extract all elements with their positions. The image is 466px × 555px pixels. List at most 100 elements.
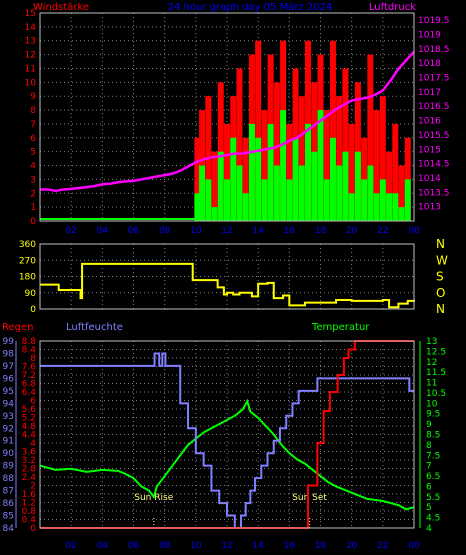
panel1-x-tick: 20: [346, 226, 358, 236]
panel1-frame: [39, 12, 415, 222]
wind-bar: [311, 82, 318, 221]
humidity-tick-label: 97: [3, 362, 14, 372]
wind-direction-line: [40, 262, 415, 309]
humidity-tick-label: 92: [3, 424, 14, 434]
panel3-x-tick: 14: [252, 541, 264, 551]
humidity-tick-label: 96: [3, 374, 15, 384]
rain-tick-label: 3.6: [22, 448, 37, 458]
rain-tick-label: 5.2: [22, 414, 36, 424]
rain-tick-label: 2.8: [22, 465, 37, 475]
rain-line: [40, 340, 414, 529]
wind-tick-label: 11: [25, 64, 36, 74]
temperature-tick-label: 7.5: [426, 451, 440, 461]
panel1-x-tick: 08: [159, 226, 171, 236]
humidity-tick-label: 94: [3, 399, 15, 409]
temperature-tick-label: 4: [426, 524, 432, 534]
pressure-tick-label: 1017: [418, 88, 441, 98]
temperature-tick-label: 8.5: [426, 431, 440, 441]
direction-tick-label: 180: [19, 273, 36, 283]
pressure-tick-label: 1019.5: [418, 16, 450, 26]
rain-tick-label: 4.4: [22, 431, 37, 441]
direction-tick-label: 0: [30, 305, 36, 315]
gust-bar: [342, 151, 349, 221]
panel3-x-tick: 00: [408, 541, 420, 551]
wind-bar: [236, 68, 243, 221]
humidity-tick-label: 98: [3, 349, 15, 359]
rain-tick-label: 8.4: [22, 346, 37, 356]
temperature-tick-label: 4.5: [426, 514, 440, 524]
humidity-tick-label: 99: [3, 337, 15, 347]
wind-bar: [367, 54, 374, 221]
header-date-title: 24 hour graph day 05 März 2024: [168, 2, 333, 13]
humidity-tick-label: 93: [3, 412, 14, 422]
panel3-x-tick: 20: [346, 541, 358, 551]
wind-tick-label: 13: [25, 37, 36, 47]
temperature-tick-label: 7: [426, 462, 432, 472]
gust-bar: [298, 165, 305, 221]
wind-tick-label: 4: [30, 162, 36, 172]
pressure-tick-label: 1013.5: [418, 188, 450, 198]
gust-bar: [267, 123, 274, 221]
panel1-x-tick: 02: [65, 226, 76, 236]
panel3-x-tick: 12: [221, 541, 232, 551]
wind-bar: [298, 96, 305, 221]
compass-label: N: [436, 237, 445, 251]
pressure-tick-label: 1015.5: [418, 131, 450, 141]
gust-bar: [199, 165, 206, 221]
pressure-tick-label: 1016.5: [418, 102, 450, 112]
gust-bar: [261, 179, 268, 221]
rain-tick-label: 0.8: [22, 507, 37, 517]
temperature-tick-label: 9.5: [426, 410, 440, 420]
humidity-tick-label: 87: [3, 487, 14, 497]
rain-tick-label: 7.6: [22, 363, 37, 373]
panel1-x-tick: 16: [284, 226, 296, 236]
pressure-tick-label: 1017.5: [418, 74, 450, 84]
humidity-tick-label: 91: [3, 437, 14, 447]
humidity-axis-title: Luftfeuchte: [66, 322, 123, 333]
humidity-tick-label: 89: [3, 462, 15, 472]
gust-bar: [280, 110, 287, 221]
wind-tick-label: 6: [30, 134, 36, 144]
direction-tick-label: 360: [19, 240, 36, 250]
wind-bar: [392, 123, 399, 221]
wind-tick-label: 7: [30, 120, 36, 130]
gust-bar: [236, 165, 243, 221]
panel3-x-tick: 22: [377, 541, 388, 551]
rain-tick-label: 8: [30, 354, 36, 364]
rain-tick-label: 4.8: [22, 422, 37, 432]
temperature-tick-label: 11.5: [426, 368, 446, 378]
gust-bar: [336, 165, 343, 221]
wind-bar: [194, 137, 201, 221]
rain-tick-label: 1.2: [22, 499, 36, 509]
panel1-x-tick: 06: [128, 226, 140, 236]
rain-axis-title: Regen: [2, 322, 34, 333]
panel2-frame: [39, 243, 415, 310]
wind-tick-label: 12: [25, 51, 36, 61]
gust-bar: [361, 179, 368, 221]
gust-bar: [217, 151, 224, 221]
wind-bar: [211, 151, 218, 221]
rain-tick-label: 1.6: [22, 490, 37, 500]
wind-bar: [199, 110, 206, 221]
panel1-x-tick: 18: [315, 226, 327, 236]
temperature-tick-label: 13: [426, 337, 437, 347]
rain-tick-label: 5.6: [22, 405, 37, 415]
panel1-x-tick: 14: [252, 226, 264, 236]
pressure-tick-label: 1016: [418, 117, 441, 127]
gust-bar: [379, 179, 386, 221]
panel3-x-tick: 18: [315, 541, 327, 551]
wind-bar: [255, 40, 262, 221]
compass-label: N: [436, 302, 445, 316]
humidity-tick-label: 84: [3, 524, 15, 534]
wind-bar: [386, 151, 393, 221]
gust-bar: [354, 151, 361, 221]
wind-bar: [273, 82, 280, 221]
pressure-tick-label: 1018: [418, 59, 441, 69]
gust-bar: [248, 123, 255, 221]
wind-tick-label: 8: [30, 106, 36, 116]
humidity-tick-label: 90: [3, 449, 15, 459]
gust-bar: [348, 193, 355, 221]
panel3-x-tick: 04: [97, 541, 109, 551]
panel3-frame: [39, 340, 415, 529]
